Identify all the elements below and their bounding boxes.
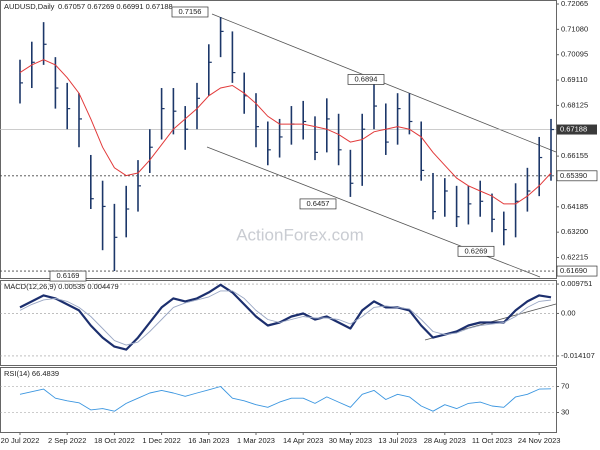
rsi-title: RSI(14) 66.4839 <box>4 369 59 378</box>
chart-title: AUDUSD,Daily <box>4 2 55 11</box>
annotation-box <box>347 74 385 85</box>
y-tick-label: 0.69110 <box>561 75 588 84</box>
x-tick-label: 24 Nov 2023 <box>518 436 561 445</box>
level-label: 0.65390 <box>560 171 587 180</box>
y-tick-label: 0.62215 <box>561 253 588 262</box>
x-tick-label: 13 Jul 2023 <box>378 436 417 445</box>
series-line <box>19 283 552 351</box>
y-tick-label: 0.63200 <box>561 227 588 236</box>
price-panel <box>0 0 557 279</box>
y-tick-label: 0.68125 <box>561 100 588 109</box>
level-box <box>556 170 598 182</box>
x-tick-label: 1 Dec 2022 <box>142 436 180 445</box>
y-tick-label: -0.014107 <box>561 351 595 360</box>
x-tick-label: 2 Sep 2022 <box>48 436 86 445</box>
x-tick-label: 16 Jan 2023 <box>188 436 229 445</box>
x-tick-label: 30 May 2023 <box>329 436 372 445</box>
annotation-box <box>457 245 495 257</box>
level-label: 0.61690 <box>560 266 587 275</box>
ohlc-readout: 0.67057 0.67269 0.66991 0.67188 <box>58 2 173 11</box>
y-tick-label: 0.00 <box>561 308 576 317</box>
x-tick-label: 11 Oct 2023 <box>472 436 512 445</box>
x-tick-label: 20 Jul 2022 <box>1 436 40 445</box>
level-box <box>556 265 598 277</box>
macd-title: MACD(12,26,9) 0.00535 0.004479 <box>4 282 119 291</box>
x-tick-label: 28 Aug 2023 <box>424 436 466 445</box>
y-tick-label: 0.64185 <box>561 202 588 211</box>
x-tick-label: 1 Mar 2023 <box>237 436 275 445</box>
series-line <box>19 386 552 412</box>
last-price-box <box>557 124 597 135</box>
annotation-box <box>49 270 87 282</box>
rsi-panel <box>0 367 557 433</box>
annotation-label: 0.7156 <box>179 7 202 16</box>
annotation-label: 0.6269 <box>465 246 488 255</box>
annotation-box <box>171 6 209 18</box>
annotation-label: 0.6894 <box>355 74 378 83</box>
y-tick-label: 0.71080 <box>561 24 588 33</box>
x-tick-label: 18 Oct 2022 <box>94 436 135 445</box>
y-tick-label: 70 <box>561 381 569 390</box>
moving-average <box>19 59 552 205</box>
y-tick-label: 0.009751 <box>561 279 592 288</box>
annotation-label: 0.6169 <box>57 271 80 280</box>
last-price-label: 0.67188 <box>560 125 587 134</box>
macd-panel <box>0 280 557 366</box>
y-tick-label: 0.66155 <box>561 151 588 160</box>
watermark: ActionForex.com <box>236 225 364 244</box>
y-tick-label: 0.72065 <box>561 0 588 8</box>
y-tick-label: 30 <box>561 407 569 416</box>
x-tick-label: 14 Apr 2023 <box>283 436 323 445</box>
y-tick-label: 0.70095 <box>561 50 588 59</box>
annotation-box <box>299 198 337 210</box>
annotation-label: 0.6457 <box>307 199 330 208</box>
series-line <box>19 290 552 346</box>
